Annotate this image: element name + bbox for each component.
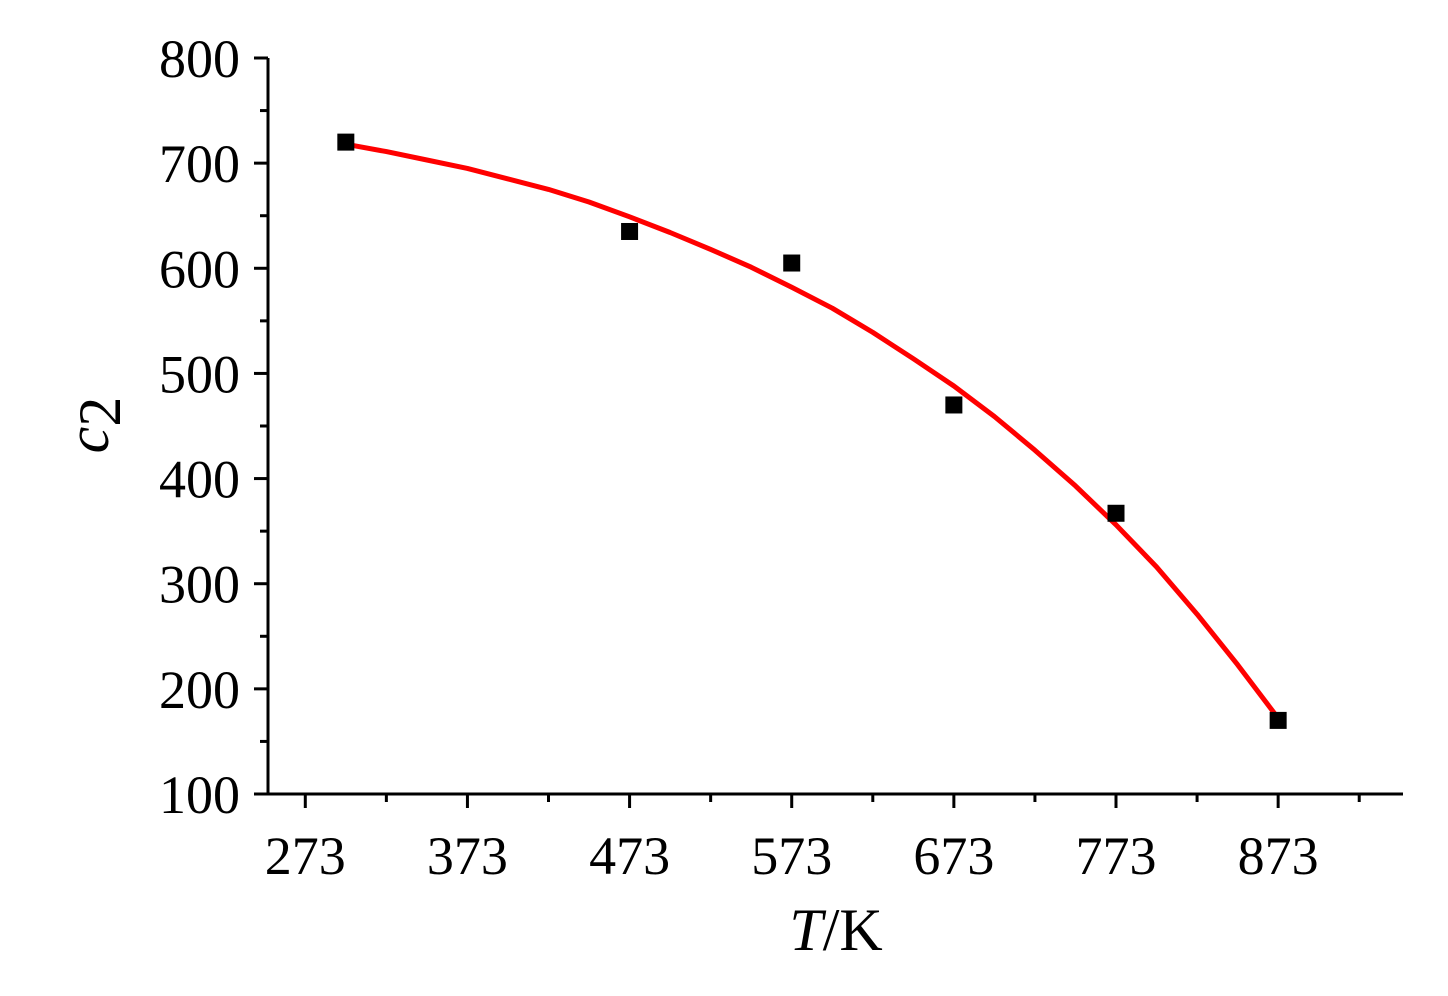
fit-curve xyxy=(343,141,1281,721)
x-tick-label: 373 xyxy=(427,826,508,886)
ticks xyxy=(254,56,1361,808)
data-point xyxy=(783,254,801,272)
y-tick-label: 600 xyxy=(159,239,240,299)
y-axis-subscript: 2 xyxy=(67,397,133,427)
axes xyxy=(266,58,1403,796)
y-tick-label: 400 xyxy=(159,450,240,510)
y-tick-label: 800 xyxy=(159,29,240,89)
data-point xyxy=(621,222,639,240)
x-tick-label: 573 xyxy=(751,826,832,886)
data-point xyxy=(1107,504,1125,522)
y-tick-label: 100 xyxy=(159,765,240,825)
x-axis-unit: /K xyxy=(823,897,883,963)
y-tick-label: 200 xyxy=(159,660,240,720)
fit-line-group xyxy=(343,141,1281,721)
x-tick-labels: 273 373 473 573 673 773 873 xyxy=(265,826,1319,886)
data-point xyxy=(945,396,963,414)
y-axis-symbol: c xyxy=(55,427,121,454)
x-axis-label: T/K xyxy=(789,897,882,963)
y-tick-labels: 100 200 300 400 500 600 700 800 xyxy=(159,29,240,825)
x-tick-label: 473 xyxy=(589,826,670,886)
data-point xyxy=(1269,711,1287,729)
x-tick-label: 773 xyxy=(1076,826,1157,886)
y-tick-label: 700 xyxy=(159,134,240,194)
x-axis-symbol: T xyxy=(789,897,826,963)
y-tick-label: 300 xyxy=(159,555,240,615)
x-tick-label: 873 xyxy=(1238,826,1319,886)
y-axis-label: c2 xyxy=(55,397,133,454)
data-points xyxy=(337,133,1287,729)
y-tick-label: 500 xyxy=(159,344,240,404)
x-tick-label: 673 xyxy=(913,826,994,886)
data-point xyxy=(337,133,355,151)
x-tick-label: 273 xyxy=(265,826,346,886)
